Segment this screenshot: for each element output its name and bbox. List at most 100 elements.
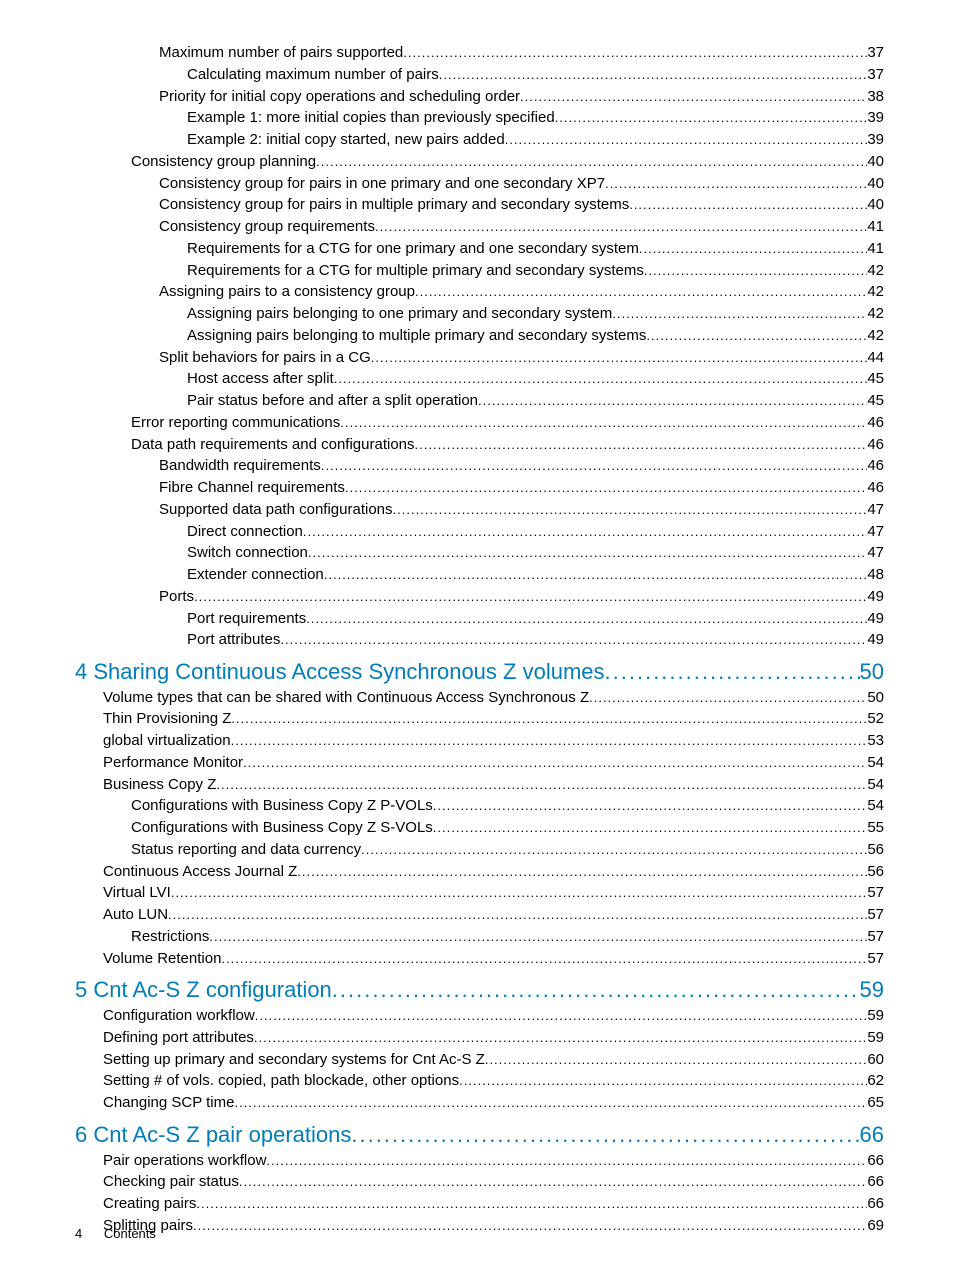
toc-entry[interactable]: Consistency group planning..............… — [75, 151, 884, 173]
toc-entry[interactable]: 4 Sharing Continuous Access Synchronous … — [75, 657, 884, 687]
toc-leader-dots: ........................................… — [231, 710, 867, 729]
toc-entry[interactable]: Business Copy Z.........................… — [75, 774, 884, 796]
toc-leader-dots: ........................................… — [520, 88, 867, 107]
toc-leader-dots: ........................................… — [255, 1007, 868, 1026]
toc-entry-page: 41 — [867, 238, 884, 260]
toc-leader-dots: ........................................… — [193, 1217, 867, 1236]
toc-leader-dots: ........................................… — [459, 1072, 867, 1091]
toc-entry[interactable]: Supported data path configurations......… — [75, 499, 884, 521]
toc-leader-dots: ........................................… — [644, 262, 867, 281]
toc-entry-page: 40 — [867, 173, 884, 195]
toc-entry-title: Priority for initial copy operations and… — [159, 86, 520, 108]
toc-leader-dots: ........................................… — [433, 819, 868, 838]
toc-entry[interactable]: Consistency group for pairs in multiple … — [75, 194, 884, 216]
toc-entry[interactable]: Pair status before and after a split ope… — [75, 390, 884, 412]
toc-entry[interactable]: Bandwidth requirements..................… — [75, 455, 884, 477]
toc-entry[interactable]: Setting up primary and secondary systems… — [75, 1049, 884, 1071]
toc-entry-title: Virtual LVI — [103, 882, 171, 904]
toc-entry-title: Fibre Channel requirements — [159, 477, 345, 499]
toc-entry[interactable]: Configuration workflow..................… — [75, 1005, 884, 1027]
toc-entry[interactable]: Port attributes.........................… — [75, 629, 884, 651]
toc-entry-page: 47 — [867, 542, 884, 564]
toc-entry[interactable]: Thin Provisioning Z ....................… — [75, 708, 884, 730]
toc-entry-page: 57 — [867, 926, 884, 948]
toc-entry[interactable]: Extender connection.....................… — [75, 564, 884, 586]
toc-entry-page: 48 — [867, 564, 884, 586]
toc-entry[interactable]: 5 Cnt Ac-S Z configuration..............… — [75, 975, 884, 1005]
toc-entry[interactable]: Performance Monitor.....................… — [75, 752, 884, 774]
toc-entry[interactable]: Pair operations workflow................… — [75, 1150, 884, 1172]
toc-entry[interactable]: Direct connection.......................… — [75, 521, 884, 543]
toc-entry[interactable]: Creating pairs..........................… — [75, 1193, 884, 1215]
toc-entry-page: 37 — [867, 42, 884, 64]
toc-entry[interactable]: 6 Cnt Ac-S Z pair operations............… — [75, 1120, 884, 1150]
toc-entry[interactable]: Split behaviors for pairs in a CG.......… — [75, 347, 884, 369]
toc-entry-title: Business Copy Z — [103, 774, 216, 796]
toc-entry-title: Assigning pairs belonging to multiple pr… — [187, 325, 646, 347]
toc-leader-dots: ........................................… — [555, 109, 868, 128]
toc-entry-title: Auto LUN — [103, 904, 168, 926]
toc-entry[interactable]: Configurations with Business Copy Z P-VO… — [75, 795, 884, 817]
toc-entry[interactable]: Port requirements ......................… — [75, 608, 884, 630]
toc-entry[interactable]: Fibre Channel requirements..............… — [75, 477, 884, 499]
toc-entry-page: 53 — [867, 730, 884, 752]
toc-entry-title: Requirements for a CTG for one primary a… — [187, 238, 639, 260]
toc-entry[interactable]: global virtualization...................… — [75, 730, 884, 752]
toc-leader-dots: ........................................… — [321, 457, 868, 476]
toc-entry-title: Assigning pairs belonging to one primary… — [187, 303, 612, 325]
toc-entry[interactable]: Ports...................................… — [75, 586, 884, 608]
toc-leader-dots: ........................................… — [316, 153, 867, 172]
toc-entry-page: 66 — [867, 1193, 884, 1215]
toc-entry[interactable]: Assigning pairs to a consistency group..… — [75, 281, 884, 303]
toc-entry[interactable]: Switch connection.......................… — [75, 542, 884, 564]
toc-entry[interactable]: Assigning pairs belonging to one primary… — [75, 303, 884, 325]
toc-entry[interactable]: Configurations with Business Copy Z S-VO… — [75, 817, 884, 839]
toc-entry[interactable]: Restrictions............................… — [75, 926, 884, 948]
toc-entry[interactable]: Continuous Access Journal Z.............… — [75, 861, 884, 883]
toc-entry[interactable]: Example 2: initial copy started, new pai… — [75, 129, 884, 151]
toc-entry[interactable]: Calculating maximum number of pairs.....… — [75, 64, 884, 86]
toc-entry[interactable]: Consistency group for pairs in one prima… — [75, 173, 884, 195]
toc-entry-title: Extender connection — [187, 564, 324, 586]
toc-entry-page: 66 — [860, 1120, 884, 1150]
toc-entry-page: 57 — [867, 904, 884, 926]
toc-entry[interactable]: Auto LUN ...............................… — [75, 904, 884, 926]
toc-entry[interactable]: Changing SCP time.......................… — [75, 1092, 884, 1114]
toc-leader-dots: ........................................… — [297, 863, 867, 882]
toc-entry[interactable]: Requirements for a CTG for one primary a… — [75, 238, 884, 260]
toc-entry-page: 62 — [867, 1070, 884, 1092]
toc-leader-dots: ........................................… — [478, 392, 867, 411]
toc-entry[interactable]: Data path requirements and configuration… — [75, 434, 884, 456]
toc-entry-title: Consistency group requirements — [159, 216, 375, 238]
toc-leader-dots: ........................................… — [308, 544, 867, 563]
toc-entry-page: 45 — [867, 368, 884, 390]
table-of-contents: Maximum number of pairs supported.......… — [75, 42, 884, 1237]
toc-entry[interactable]: Splitting pairs.........................… — [75, 1215, 884, 1237]
toc-entry[interactable]: Example 1: more initial copies than prev… — [75, 107, 884, 129]
toc-entry[interactable]: Volume types that can be shared with Con… — [75, 687, 884, 709]
toc-leader-dots: ........................................… — [254, 1029, 867, 1048]
toc-entry[interactable]: Maximum number of pairs supported.......… — [75, 42, 884, 64]
toc-entry-page: 46 — [867, 477, 884, 499]
toc-entry[interactable]: Checking pair status....................… — [75, 1171, 884, 1193]
toc-entry[interactable]: Defining port attributes................… — [75, 1027, 884, 1049]
toc-entry-page: 40 — [867, 151, 884, 173]
toc-leader-dots: ........................................… — [280, 631, 867, 650]
toc-entry[interactable]: Priority for initial copy operations and… — [75, 86, 884, 108]
toc-entry-page: 38 — [867, 86, 884, 108]
toc-leader-dots: ........................................… — [375, 218, 867, 237]
toc-entry[interactable]: Consistency group requirements .........… — [75, 216, 884, 238]
toc-entry-page: 44 — [867, 347, 884, 369]
toc-entry[interactable]: Status reporting and data currency......… — [75, 839, 884, 861]
toc-entry[interactable]: Volume Retention........................… — [75, 948, 884, 970]
toc-entry-page: 45 — [867, 390, 884, 412]
toc-entry-page: 54 — [867, 774, 884, 796]
toc-entry[interactable]: Requirements for a CTG for multiple prim… — [75, 260, 884, 282]
toc-leader-dots: ........................................… — [243, 754, 867, 773]
toc-entry[interactable]: Setting # of vols. copied, path blockade… — [75, 1070, 884, 1092]
toc-entry-title: Bandwidth requirements — [159, 455, 321, 477]
toc-entry[interactable]: Assigning pairs belonging to multiple pr… — [75, 325, 884, 347]
toc-entry[interactable]: Virtual LVI.............................… — [75, 882, 884, 904]
toc-entry[interactable]: Error reporting communications..........… — [75, 412, 884, 434]
toc-entry[interactable]: Host access after split.................… — [75, 368, 884, 390]
